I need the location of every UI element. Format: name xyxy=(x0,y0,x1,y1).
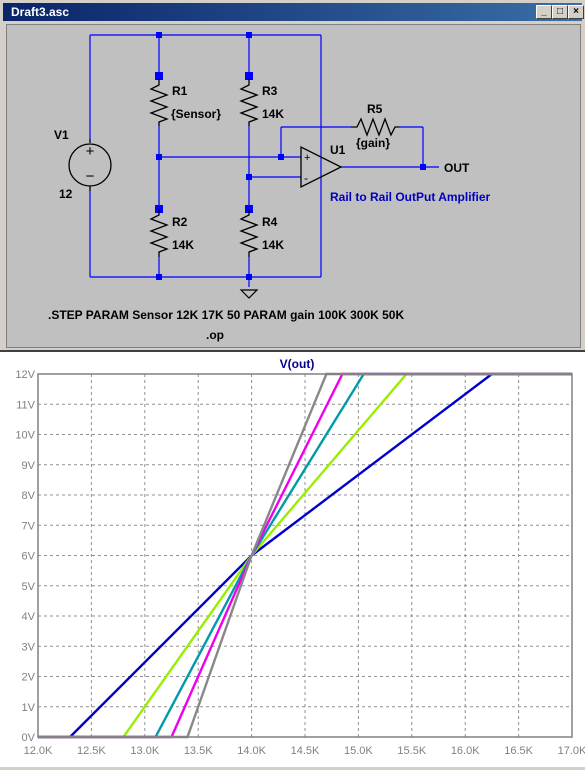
x-tick-label: 13.5K xyxy=(184,745,213,757)
opamp-minus: - xyxy=(304,171,308,185)
r2-ref: R2 xyxy=(172,215,188,229)
v1-value: 12 xyxy=(59,187,73,201)
plot-frame xyxy=(37,373,573,738)
svg-text:+: + xyxy=(86,143,95,160)
r4-ref: R4 xyxy=(262,215,278,229)
y-tick-label: 5V xyxy=(22,581,36,593)
x-tick-label: 17.0K xyxy=(558,745,585,757)
y-tick-label: 1V xyxy=(22,702,36,714)
y-tick-label: 6V xyxy=(22,551,36,563)
resistors xyxy=(149,79,399,257)
y-tick-label: 8V xyxy=(22,490,36,502)
r1-value: {Sensor} xyxy=(171,107,221,121)
schematic-drawing: + − + - V1 12 R1 {Sensor} R2 14K R3 14K … xyxy=(48,32,491,342)
x-tick-label: 12.0K xyxy=(24,745,53,757)
ground-symbol xyxy=(239,289,259,299)
minimize-button[interactable]: _ xyxy=(536,5,552,19)
window-title: Draft3.asc xyxy=(11,5,70,19)
op-directive: .op xyxy=(206,328,224,342)
svg-text:−: − xyxy=(86,168,95,185)
opamp-u1: + - xyxy=(300,145,343,189)
y-tick-label: 12V xyxy=(15,369,35,381)
comment-text: Rail to Rail OutPut Amplifier xyxy=(330,190,491,204)
y-tick-label: 4V xyxy=(22,611,36,623)
step-directive: .STEP PARAM Sensor 12K 17K 50 PARAM gain… xyxy=(48,308,404,322)
x-axis-labels: 12.0K 12.5K 13.0K 13.5K 14.0K 14.5K 15.0K 15.5K… xyxy=(24,745,585,757)
y-tick-label: 11V xyxy=(16,399,35,411)
resistor-r1 xyxy=(149,79,169,126)
net-label-out: OUT xyxy=(444,161,470,175)
y-tick-label: 3V xyxy=(22,641,36,653)
r3-value: 14K xyxy=(262,107,284,121)
y-tick-label: 9V xyxy=(22,460,36,472)
y-tick-label: 10V xyxy=(15,430,35,442)
waveform-viewer[interactable]: V(out) 0V 1V 2V 3V 4V 5V 6V 7V 8V 9V 10V 11V 12V 12.… xyxy=(0,350,585,767)
r5-ref: R5 xyxy=(367,102,383,116)
u1-ref: U1 xyxy=(330,143,346,157)
grid xyxy=(38,374,572,737)
maximize-button[interactable]: □ xyxy=(552,5,568,19)
y-tick-label: 2V xyxy=(22,672,36,684)
schematic-canvas[interactable]: + − + - V1 12 R1 {Sensor} R2 14K R3 14K … xyxy=(6,24,581,348)
x-tick-label: 13.0K xyxy=(130,745,159,757)
opamp-plus: + xyxy=(304,152,310,164)
component-labels: V1 12 R1 {Sensor} R2 14K R3 14K R4 14K R… xyxy=(48,84,491,342)
x-tick-label: 14.0K xyxy=(237,745,266,757)
junctions xyxy=(155,32,426,280)
y-tick-label: 7V xyxy=(22,520,36,532)
title-bar[interactable]: Draft3.asc _ □ × xyxy=(3,3,584,21)
resistor-r4 xyxy=(239,209,259,257)
r3-ref: R3 xyxy=(262,84,278,98)
close-button[interactable]: × xyxy=(568,5,584,19)
plot-area: V(out) 0V 1V 2V 3V 4V 5V 6V 7V 8V 9V 10V 11V 12V 12.… xyxy=(15,357,585,757)
x-tick-label: 16.5K xyxy=(504,745,533,757)
wires xyxy=(89,34,439,287)
y-tick-label: 0V xyxy=(22,732,36,744)
trace-title[interactable]: V(out) xyxy=(280,357,315,371)
resistor-r3 xyxy=(239,79,259,126)
r1-ref: R1 xyxy=(172,84,188,98)
x-tick-label: 15.5K xyxy=(397,745,426,757)
x-tick-label: 16.0K xyxy=(451,745,480,757)
voltage-source-v1: + − xyxy=(68,139,112,191)
resistor-r2 xyxy=(149,209,169,257)
y-axis-labels: 0V 1V 2V 3V 4V 5V 6V 7V 8V 9V 10V 11V 12V xyxy=(15,369,35,744)
r5-value: {gain} xyxy=(356,136,390,150)
r2-value: 14K xyxy=(172,238,194,252)
x-tick-label: 12.5K xyxy=(77,745,106,757)
schematic-window: Draft3.asc _ □ × xyxy=(0,0,585,350)
x-tick-label: 15.0K xyxy=(344,745,373,757)
v1-ref: V1 xyxy=(54,128,69,142)
resistor-r5 xyxy=(351,117,399,137)
x-tick-label: 14.5K xyxy=(291,745,320,757)
r4-value: 14K xyxy=(262,238,284,252)
